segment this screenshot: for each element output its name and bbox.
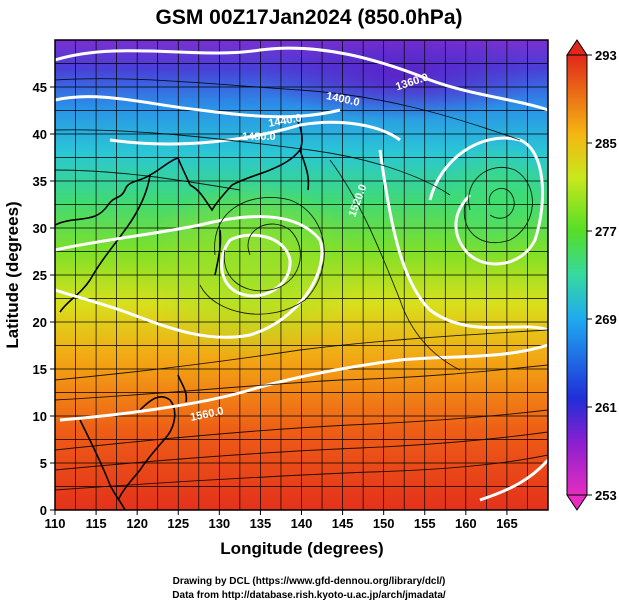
y-tick-label: 25 (33, 268, 47, 283)
x-tick-label: 110 (45, 516, 66, 531)
x-tick-label: 165 (496, 516, 518, 531)
map-gridlines (55, 40, 548, 510)
colorbar-max-arrow (566, 39, 588, 56)
y-tick-label: 35 (33, 174, 47, 189)
coastlines (55, 114, 310, 510)
x-tick-label: 135 (250, 516, 272, 531)
contour-label: 1440.0 (267, 112, 302, 130)
y-tick-label: 20 (33, 315, 47, 330)
x-tick-label: 115 (86, 516, 107, 531)
x-tick-label: 145 (332, 516, 354, 531)
colorbar-gradient (566, 54, 588, 496)
x-tick-label: 140 (291, 516, 313, 531)
colorbar-tick-label: 277 (595, 224, 617, 239)
y-axis-label: Latitude (degrees) (3, 201, 22, 348)
credit-drawing: Drawing by DCL (https://www.gfd-dennou.o… (173, 576, 446, 587)
x-tick-label: 160 (455, 516, 477, 531)
contour-label: 1480.0 (242, 131, 276, 143)
map-title: GSM 00Z17Jan2024 (850.0hPa) (155, 6, 462, 29)
latitude-axis: 0 5 10 15 20 25 30 35 40 45 (33, 80, 55, 518)
colorbar-tick-label: 253 (595, 488, 617, 503)
y-tick-label: 30 (33, 221, 47, 236)
y-tick-label: 45 (33, 80, 47, 95)
colorbar-tick-label: 261 (595, 400, 617, 415)
y-tick-label: 5 (40, 456, 47, 471)
x-tick-label: 120 (126, 516, 148, 531)
colorbar-tick-label: 269 (595, 312, 617, 327)
x-axis-label: Longitude (degrees) (220, 539, 383, 558)
x-tick-label: 150 (373, 516, 395, 531)
geopotential-contours (55, 46, 548, 502)
x-tick-label: 155 (414, 516, 436, 531)
temperature-field (55, 40, 548, 510)
y-tick-label: 15 (33, 362, 47, 377)
colorbar-tick-label: 285 (595, 136, 617, 151)
y-tick-label: 10 (33, 409, 47, 424)
colorbar-tick-label: 293 (595, 48, 617, 63)
y-tick-label: 0 (40, 503, 47, 518)
longitude-axis: 110 115 120 125 130 135 140 145 150 155 160 165 (45, 510, 518, 531)
x-tick-label: 125 (167, 516, 189, 531)
x-tick-label: 130 (208, 516, 230, 531)
y-tick-label: 40 (33, 127, 47, 142)
colorbar: 293 285 277 269 261 253 (566, 39, 617, 511)
colorbar-min-arrow (566, 494, 588, 511)
credit-data-source: Data from http://database.rish.kyoto-u.a… (172, 590, 446, 601)
wind-streamlines (55, 78, 548, 491)
